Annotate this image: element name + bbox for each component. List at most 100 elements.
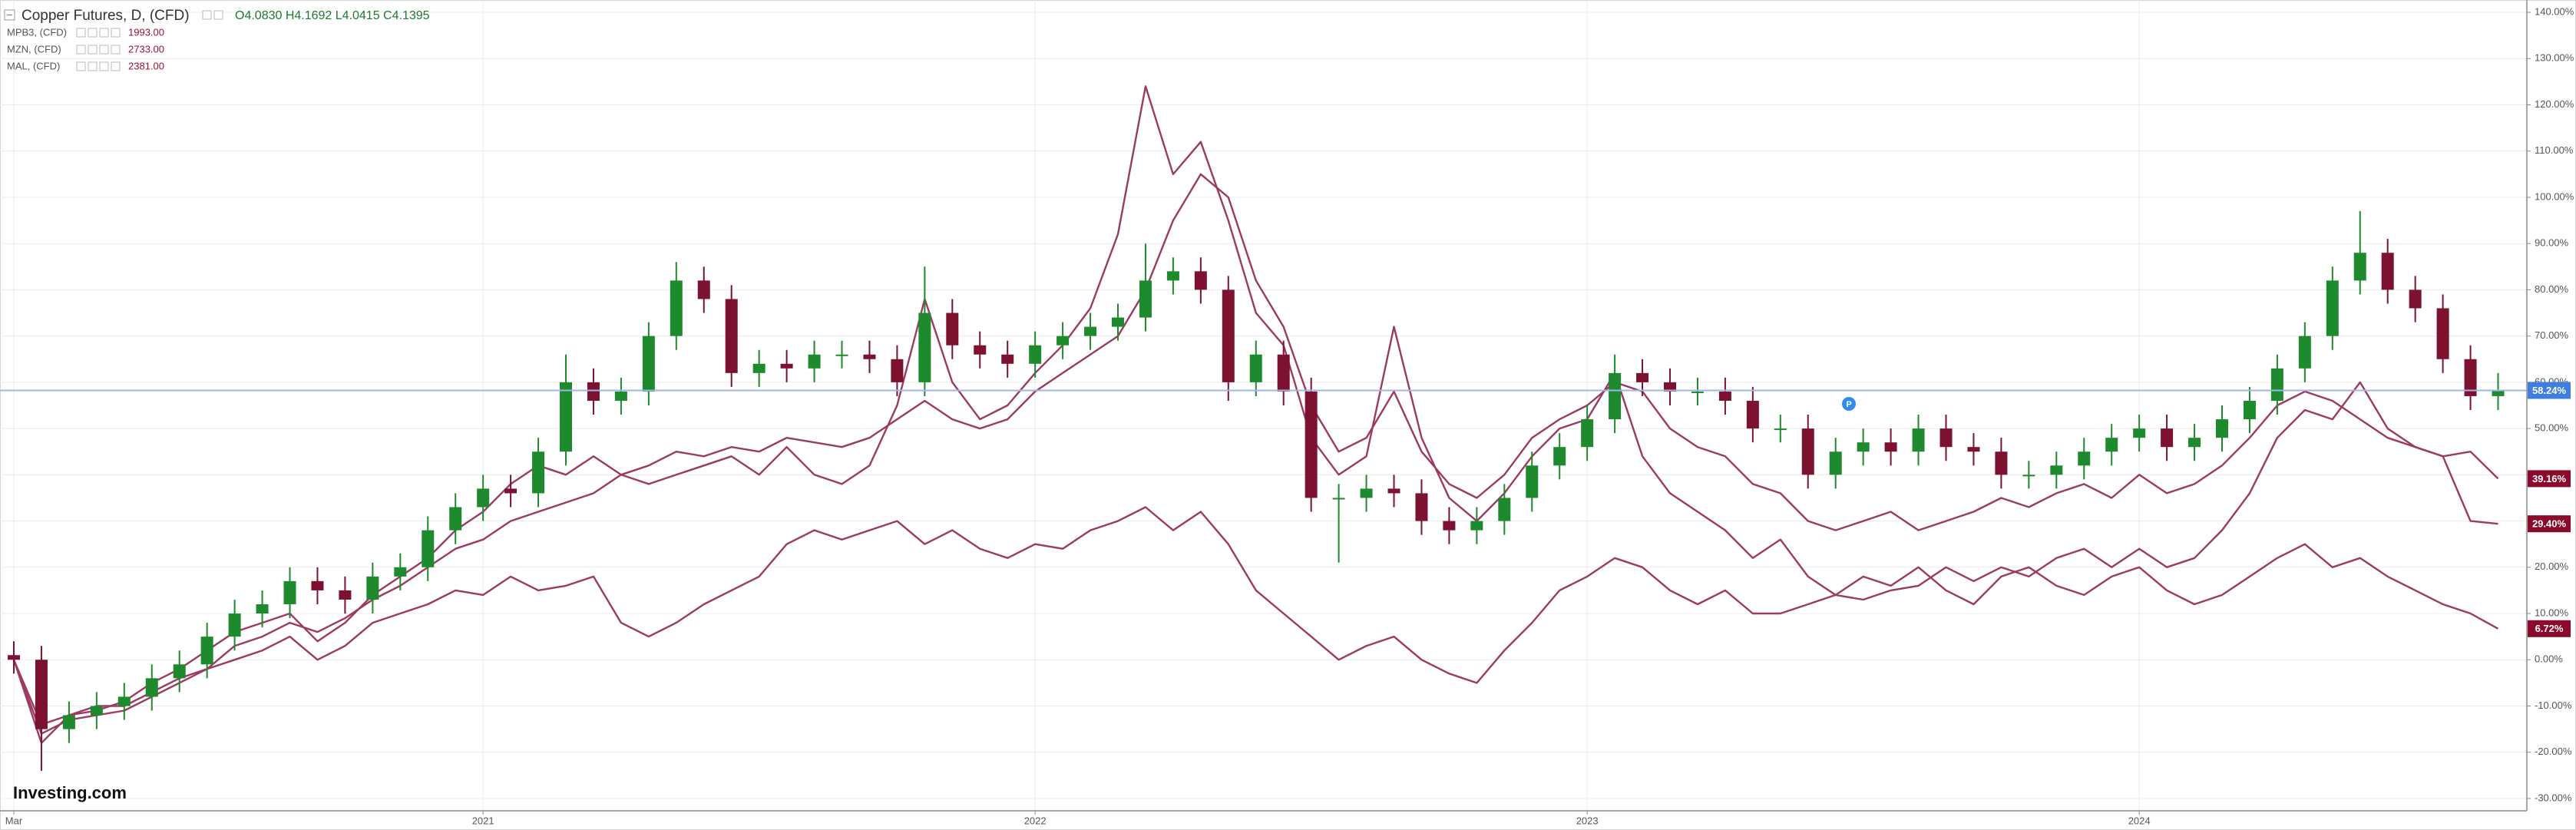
legend-value: 2733.00 [128,43,164,55]
candle-body [1857,442,1870,452]
y-tick-label: 70.00% [2535,329,2569,341]
legend-icon[interactable] [99,61,109,71]
candle-body [2078,451,2091,466]
candle-body [918,312,931,382]
series-end-label: 29.40% [2532,518,2567,530]
candle-body [256,603,269,614]
y-tick-label: -20.00% [2535,746,2572,757]
candle-body [974,345,987,355]
candle-body [449,507,462,531]
candle-body [946,312,959,346]
legend-icon[interactable] [76,45,86,55]
candle-body [1553,447,1566,466]
legend-icon[interactable] [88,28,98,38]
candle-body [35,660,48,729]
candle-body [228,613,241,637]
event-marker-label: P [1846,400,1851,409]
legend-value: 2381.00 [128,60,164,71]
legend-icon[interactable] [88,61,98,71]
series-end-label-box [2528,470,2571,488]
last-price-label: 58.24% [2532,385,2567,396]
candle-body [173,664,186,679]
candle-body [560,382,572,452]
candle-body [1746,400,1759,429]
candle-body [1691,391,1704,393]
candle-body [1029,345,1042,364]
candle-body [2133,428,2146,438]
legend-icon[interactable] [99,28,109,38]
legend-icon[interactable] [88,45,98,55]
legend-name[interactable]: MPB3, (CFD) [7,26,67,38]
legend-icon[interactable] [111,45,121,55]
candle-body [117,696,131,706]
legend-rows: MPB3, (CFD) 1993.00 MZN, (CFD) 2733.00 MAL, … [7,26,164,71]
candle-body [1112,317,1124,327]
legend-icon[interactable] [111,61,121,71]
candle-body [1057,336,1070,346]
x-tick-label: 2021 [472,815,494,826]
candle-body [1774,428,1787,431]
candle-body [1967,447,1980,452]
candle-body [2270,368,2283,401]
candle-body [2243,400,2256,420]
event-marker[interactable] [1842,397,1856,411]
candle-body [532,451,545,494]
y-tick-label: 10.00% [2535,607,2569,618]
legend-icon[interactable] [76,28,86,38]
candle-body [1912,428,1925,452]
candle-body [1332,498,1345,500]
legend-name[interactable]: MAL, (CFD) [7,60,60,71]
candle-body [891,359,904,382]
candle-body [1139,280,1152,318]
candle-body [2492,390,2505,396]
y-tick-label: 100.00% [2535,190,2574,202]
candle-body [311,580,324,590]
candle-body [1995,451,2008,475]
candle-body [808,354,821,369]
candle-body [2353,253,2366,281]
legend-name[interactable]: MZN, (CFD) [7,43,61,55]
candle-body [780,363,793,369]
legend-icon[interactable] [111,28,121,38]
candle-body [1222,289,1235,382]
candle-body [1718,391,1731,401]
settings-icon[interactable] [202,10,212,20]
candle-body [422,530,435,567]
legend-icon[interactable] [76,61,86,71]
candle-body [614,391,627,401]
candle-body [670,280,683,336]
y-tick-label: 20.00% [2535,560,2569,572]
candle-body [1470,521,1483,531]
candle-body [477,488,490,508]
candle-body [2216,419,2228,438]
series-end-label-box [2528,620,2571,637]
y-tick-label: 80.00% [2535,283,2569,295]
candle-body [2188,438,2201,448]
candle-body [1829,451,1842,475]
candle-body [394,567,407,577]
candle-body [1001,354,1014,364]
y-tick-label: 120.00% [2535,98,2574,110]
candle-body [2326,280,2339,336]
series-end-label: 6.72% [2535,623,2564,634]
y-tick-label: 0.00% [2535,653,2563,665]
last-price-label-box [2528,382,2571,399]
candle-body [2022,475,2035,477]
axes: 140.00% 130.00% 120.00% 110.00% 100.00% 90.00… [5,5,2574,826]
candle-body [2050,465,2063,475]
candle-body [587,382,600,401]
candle-body [2105,438,2118,452]
close-icon[interactable] [213,10,223,20]
plot-area [0,85,2527,771]
y-tick-label: -30.00% [2535,792,2572,803]
legend-icon[interactable] [99,45,109,55]
candle-body [1305,391,1318,498]
candle-body [1166,271,1179,281]
candle-body [1581,419,1594,448]
watermark: Investing.com [13,783,127,802]
candle-body [1609,372,1622,420]
candle-body [1884,442,1897,452]
candle-body [1526,465,1539,498]
